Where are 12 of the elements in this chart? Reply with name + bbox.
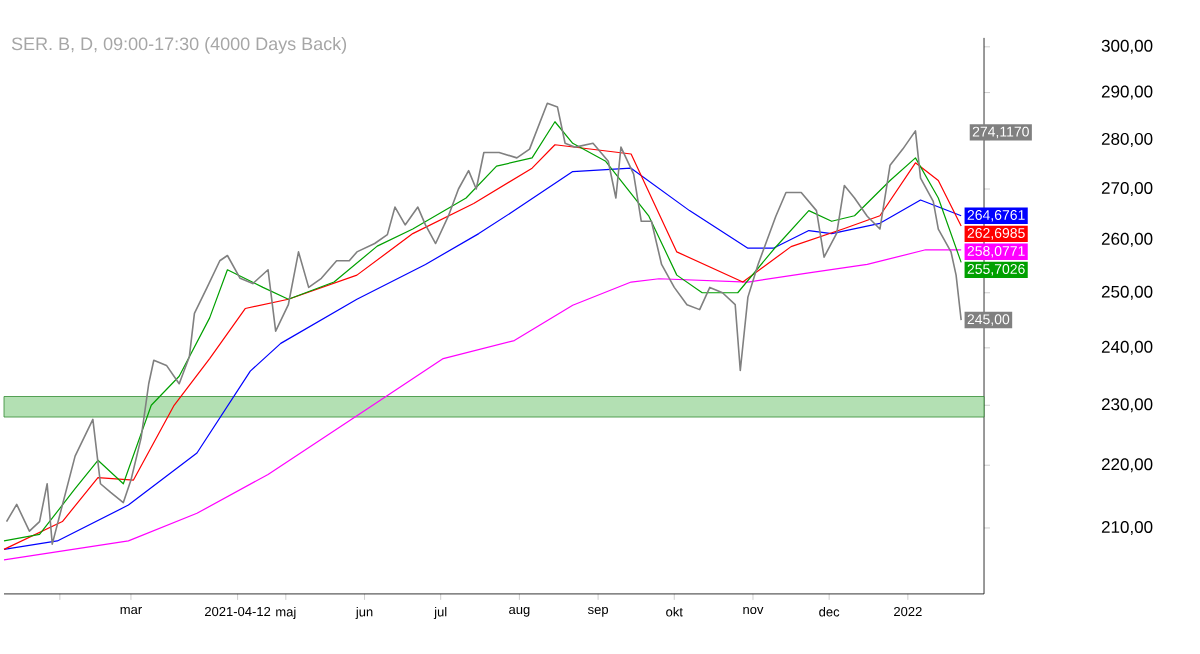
y-tick-label: 290,00: [1101, 85, 1153, 100]
y-tick-label: 210,00: [1101, 520, 1153, 535]
y-tick-label: 220,00: [1101, 458, 1153, 473]
y-tick-label: 240,00: [1101, 340, 1153, 355]
y-tick-label: 280,00: [1101, 132, 1153, 147]
y-tick-label: 260,00: [1101, 232, 1153, 247]
y-tick-label: 270,00: [1101, 181, 1153, 197]
y-tick-label: 250,00: [1101, 285, 1153, 300]
y-tick-label: 300,00: [1101, 39, 1153, 54]
y-tick-label: 230,00: [1101, 398, 1153, 413]
line-series: [3, 249, 962, 561]
chart-title: SER. B, D, 09:00-17:30 (4000 Days Back): [11, 36, 347, 54]
